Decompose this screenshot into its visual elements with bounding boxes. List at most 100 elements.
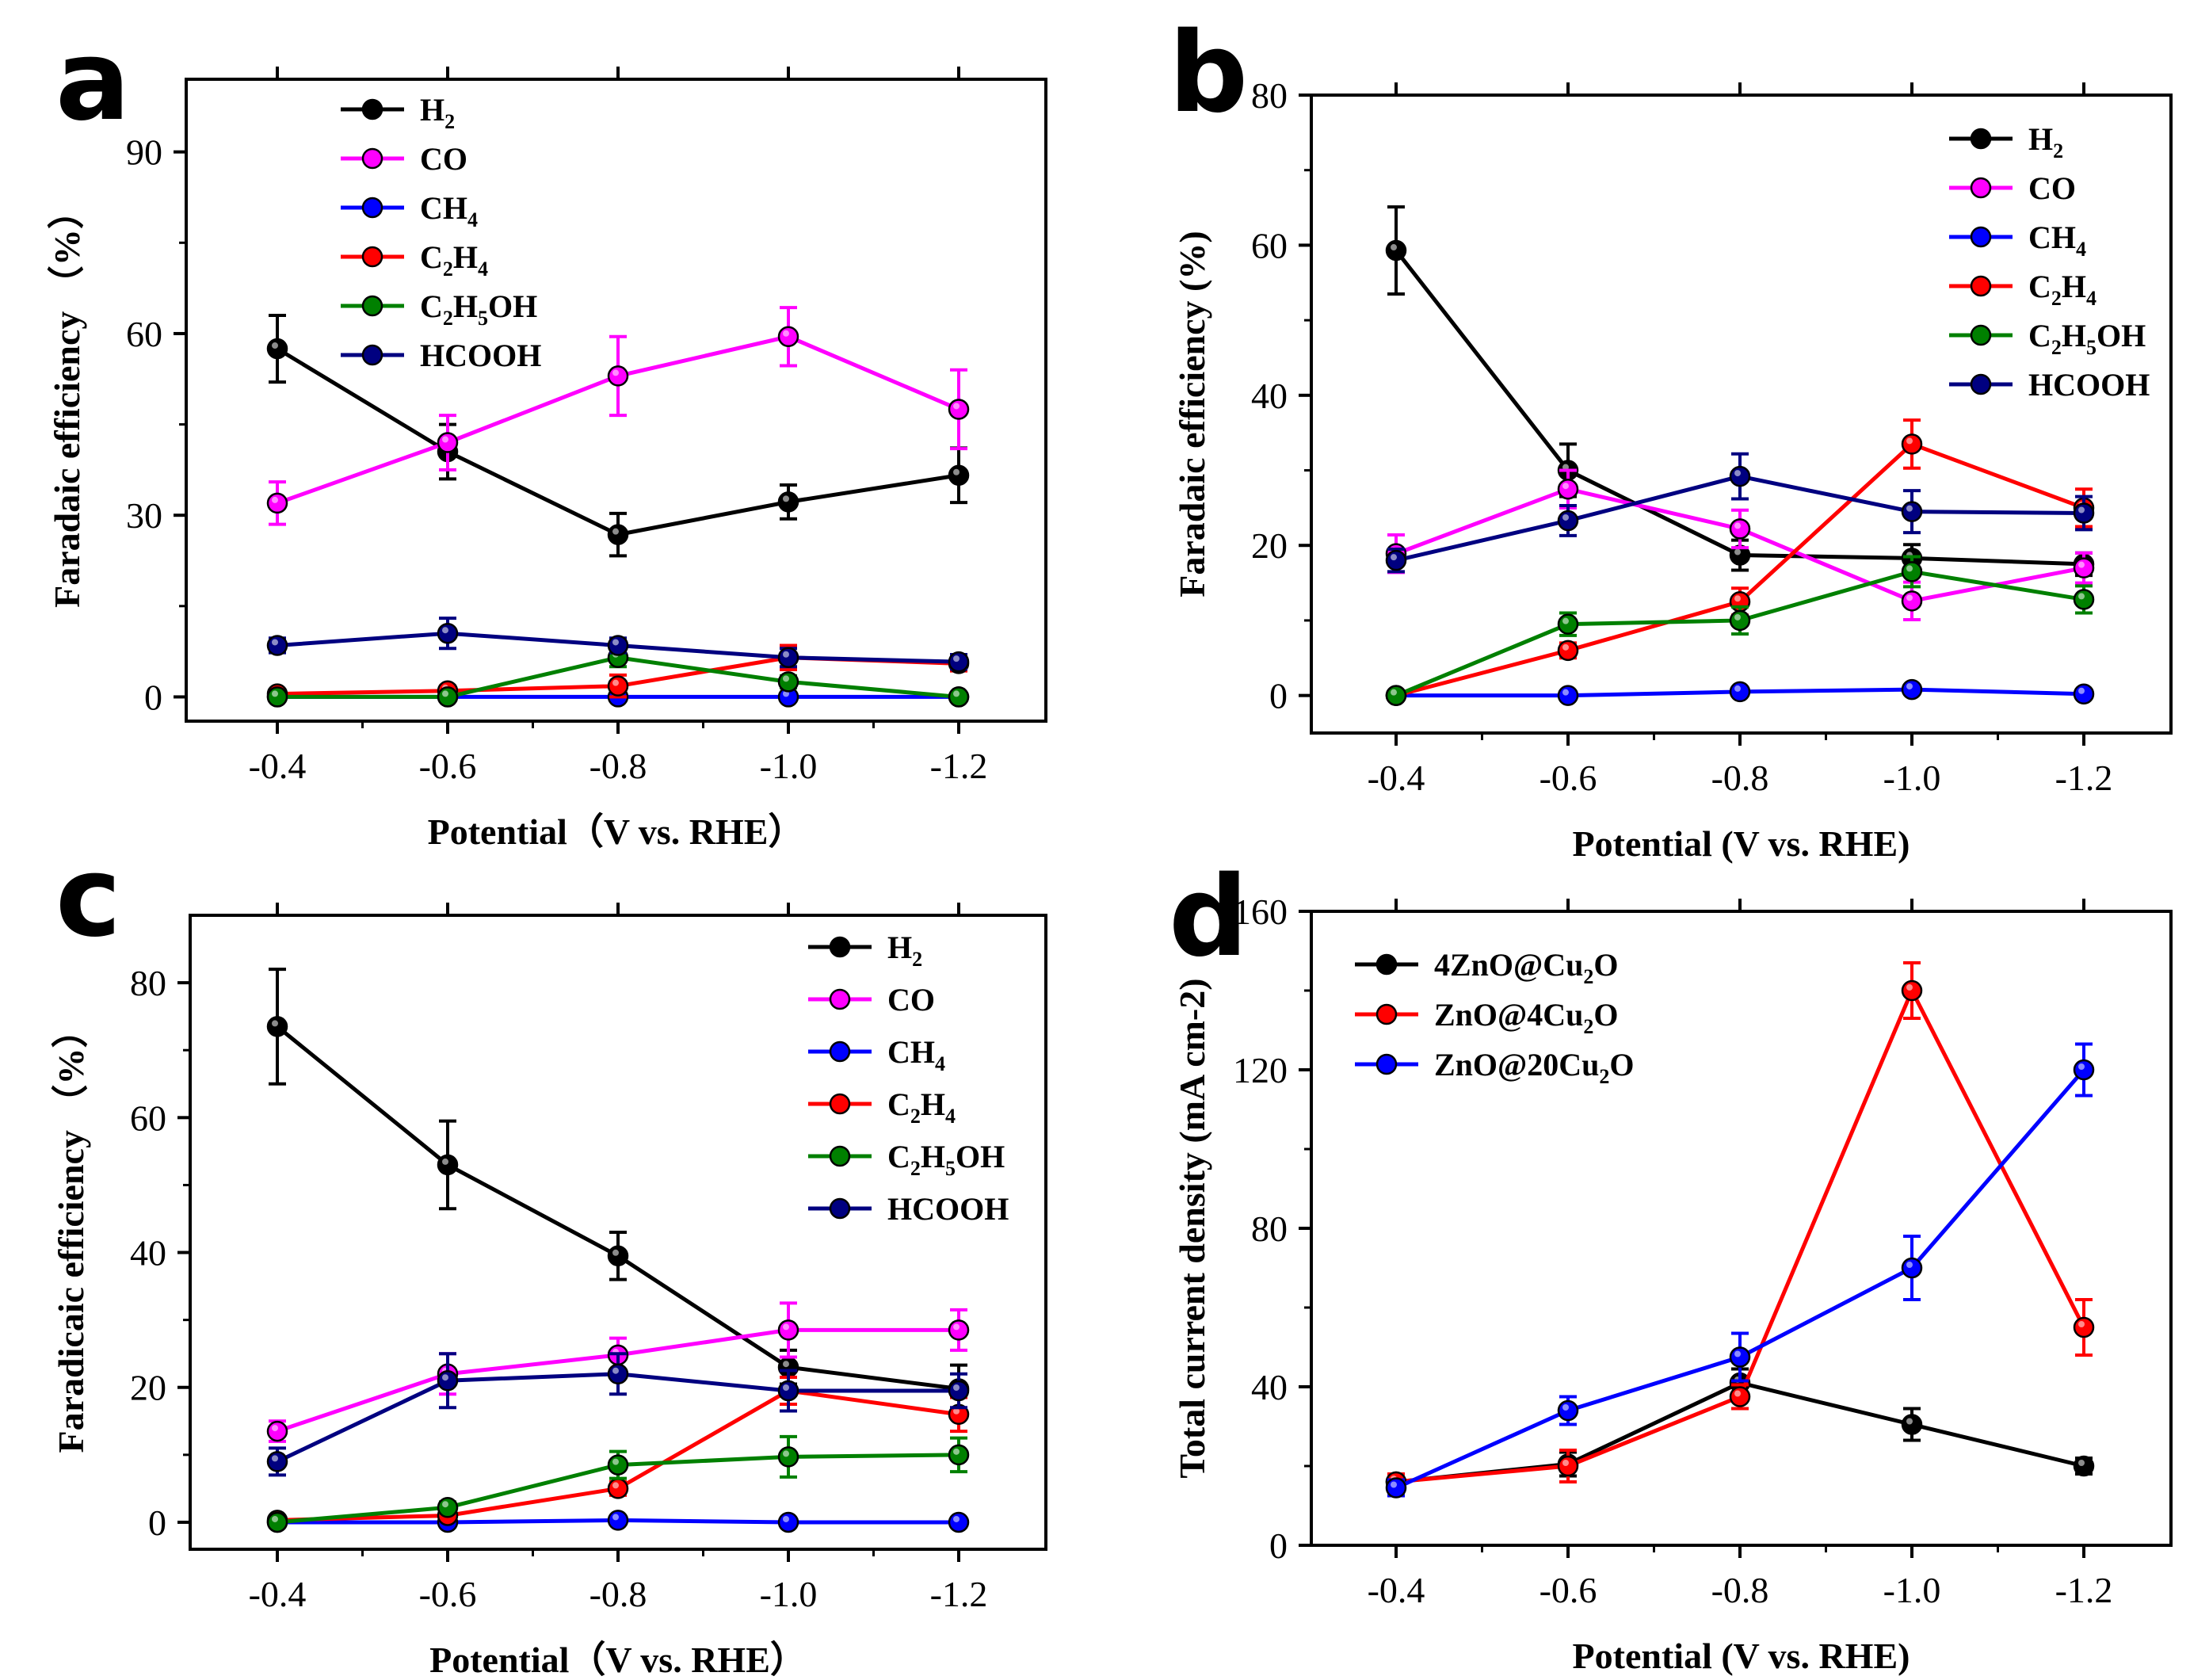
y-axis-title: Faradicaic efficiency （%） <box>51 1012 91 1453</box>
data-point <box>1557 1455 1579 1477</box>
data-point <box>1385 1477 1407 1499</box>
data-point-highlight <box>1562 1404 1569 1411</box>
data-point <box>1729 465 1751 487</box>
plot-frame <box>185 78 1047 723</box>
data-point <box>607 524 629 545</box>
data-point <box>2073 1455 2095 1477</box>
data-point-highlight <box>442 690 448 697</box>
data-point-highlight <box>1562 514 1569 521</box>
legend-marker <box>829 936 851 958</box>
data-point-highlight <box>953 1448 960 1455</box>
data-point-highlight <box>612 1514 619 1521</box>
legend-marker <box>829 1197 851 1220</box>
data-point-highlight <box>2078 593 2085 600</box>
data-point <box>948 399 970 420</box>
data-point <box>1729 518 1751 540</box>
series-co <box>266 306 970 526</box>
x-tick-label: -1.0 <box>1883 1570 1941 1610</box>
y-tick-label: 60 <box>1251 225 1288 265</box>
legend-label: C2H4 <box>887 1086 956 1128</box>
data-point-highlight <box>1562 617 1569 624</box>
data-point-highlight <box>783 675 789 682</box>
legend-marker <box>1375 953 1398 976</box>
data-point-highlight <box>272 342 278 349</box>
data-point-highlight <box>783 1323 789 1331</box>
legend-marker <box>361 246 383 268</box>
legend-label: C2H5OH <box>2028 318 2146 359</box>
data-point-highlight <box>1906 565 1913 572</box>
data-point-highlight <box>953 1384 960 1391</box>
data-point-highlight <box>2078 1321 2085 1327</box>
legend-marker <box>1375 1053 1398 1075</box>
data-point <box>266 1016 288 1037</box>
data-point-highlight <box>1391 244 1397 251</box>
y-axis-title: Faradaic efficiency （%） <box>47 193 87 608</box>
legend-label: CH4 <box>887 1034 945 1075</box>
data-point <box>2073 683 2095 705</box>
legend-label: CO <box>2028 170 2076 206</box>
x-axis-title: Potential (V vs. RHE) <box>1573 823 1910 864</box>
legend-label: CH4 <box>420 190 478 231</box>
data-point-highlight <box>783 651 789 658</box>
data-point <box>266 338 288 360</box>
series-co <box>1385 468 2095 621</box>
data-point-highlight <box>1906 683 1913 690</box>
data-point <box>1901 1414 1923 1435</box>
legend-label: C2H4 <box>2028 269 2097 310</box>
data-point-highlight <box>2078 1063 2085 1070</box>
chart-panel-c: -0.4 -0.6 -0.8 -1.0 -1.2 0 20 40 60 80 Potential（V… <box>51 903 1047 1680</box>
data-point-highlight <box>272 1515 278 1522</box>
y-axis-title: Total current density (mA cm-2) <box>1172 978 1212 1478</box>
data-point-highlight <box>2078 687 2085 694</box>
data-point <box>607 1510 629 1531</box>
legend-marker <box>829 1040 851 1063</box>
data-point <box>777 1511 799 1533</box>
data-point-highlight <box>1391 1481 1397 1488</box>
data-point-highlight <box>783 1515 789 1522</box>
data-point <box>437 1154 459 1176</box>
legend-label: CO <box>420 141 467 177</box>
data-point-highlight <box>442 627 448 634</box>
data-point-highlight <box>783 1450 789 1457</box>
legend-marker <box>1970 177 1992 199</box>
data-point <box>607 365 629 387</box>
data-point-highlight <box>612 679 619 686</box>
data-point <box>948 651 970 673</box>
data-point <box>1557 478 1579 500</box>
x-tick-label: -0.8 <box>1711 1570 1769 1610</box>
data-point <box>777 326 799 348</box>
legend-label: HCOOH <box>2028 367 2150 403</box>
legend-marker <box>361 295 383 317</box>
data-point <box>266 1451 288 1472</box>
data-point-highlight <box>1562 483 1569 490</box>
data-point <box>777 1446 799 1468</box>
legend-label: H2 <box>2028 121 2063 162</box>
y-tick-label: 80 <box>1251 75 1288 116</box>
data-point-highlight <box>272 496 278 503</box>
legend-label: C2H4 <box>420 239 488 281</box>
data-point-highlight <box>953 1515 960 1522</box>
chart-panel-b: -0.4 -0.6 -0.8 -1.0 -1.2 0 20 40 60 80 Potential (… <box>1172 75 2173 864</box>
series-c2h5oh <box>1385 555 2095 706</box>
x-tick-label: -0.8 <box>1711 758 1769 798</box>
data-point-highlight <box>1391 689 1397 696</box>
data-point-highlight <box>272 1455 278 1462</box>
series-zno-20cu2o <box>1385 1042 2095 1499</box>
series-hcooh <box>266 617 970 673</box>
x-tick-label: -0.6 <box>419 1574 477 1614</box>
x-tick-label: -0.8 <box>589 746 647 786</box>
data-point-highlight <box>1734 685 1741 692</box>
legend-label: HCOOH <box>420 338 541 373</box>
series-hcooh <box>1385 452 2095 574</box>
data-point-highlight <box>1562 1460 1569 1466</box>
data-point <box>1901 561 1923 582</box>
data-point-highlight <box>1734 595 1741 602</box>
legend-marker <box>361 197 383 219</box>
data-point <box>437 1369 459 1392</box>
legend-label: HCOOH <box>887 1191 1009 1227</box>
data-point <box>1557 685 1579 706</box>
x-tick-label: -0.6 <box>419 746 477 786</box>
data-point-highlight <box>272 1425 278 1432</box>
legend-label: ZnO@4Cu2O <box>1434 997 1619 1038</box>
data-point <box>437 622 459 644</box>
